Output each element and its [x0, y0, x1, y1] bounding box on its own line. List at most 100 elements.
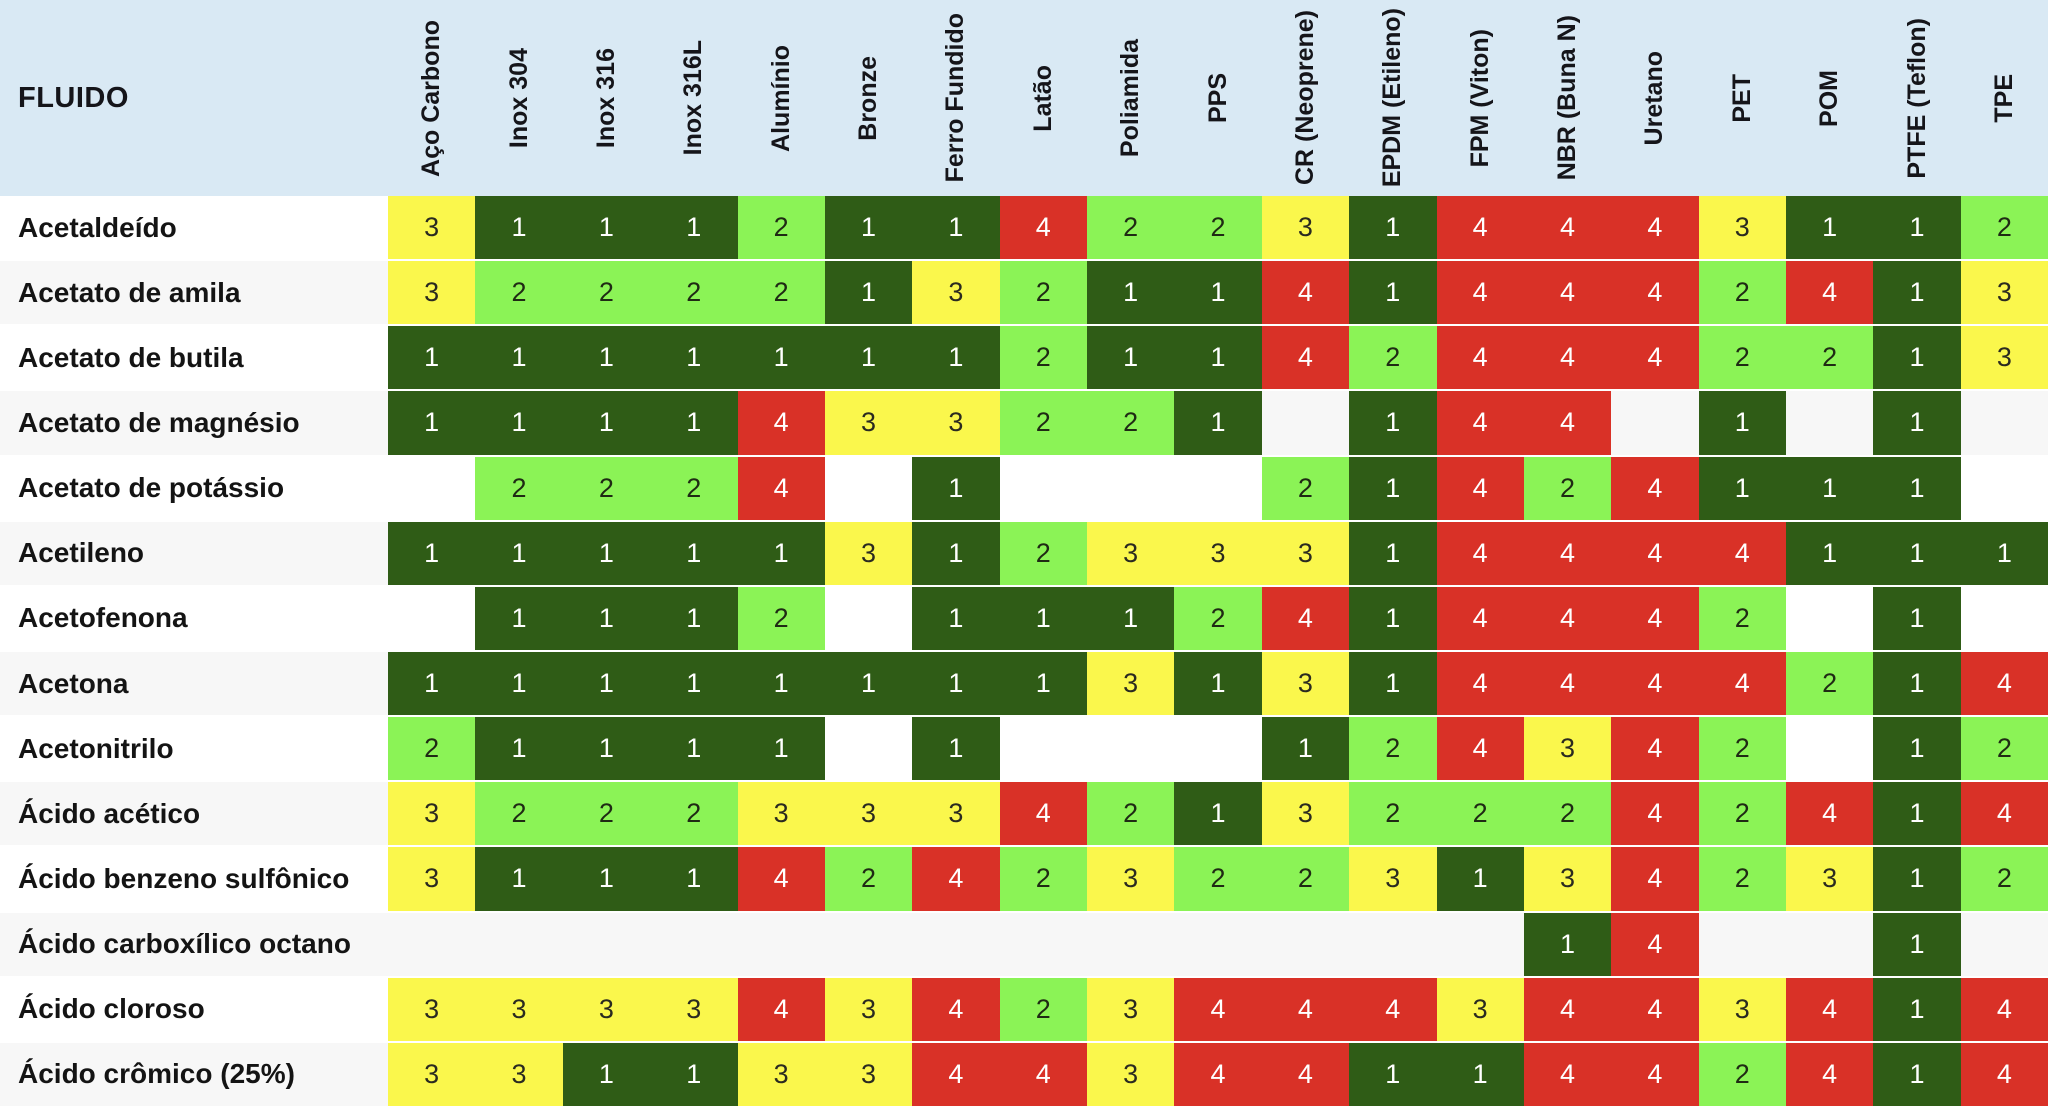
compatibility-cell: 3 [1261, 521, 1350, 585]
compatibility-cell: 1 [1436, 1042, 1524, 1106]
compatibility-cell [1087, 717, 1174, 780]
compatibility-cell: 1 [912, 196, 1000, 260]
compatibility-cell: 2 [388, 717, 476, 781]
compatibility-cell: 4 [1960, 977, 2048, 1041]
compatibility-cell: 1 [1174, 391, 1262, 455]
compatibility-cell: 1 [562, 1042, 651, 1106]
compatibility-cell [1786, 717, 1873, 780]
compatibility-cell: 2 [1261, 847, 1350, 911]
compatibility-cell: 2 [999, 977, 1087, 1041]
compatibility-cell: 2 [737, 261, 825, 325]
compatibility-cell: 3 [1261, 782, 1350, 846]
compatibility-cell [388, 457, 475, 520]
compatibility-cell: 2 [1349, 782, 1437, 846]
compatibility-cell: 4 [1523, 521, 1612, 585]
compatibility-cell: 1 [388, 521, 476, 585]
compatibility-cell: 2 [999, 326, 1087, 390]
compatibility-cell: 1 [912, 456, 1000, 520]
compatibility-cell [738, 913, 825, 976]
compatibility-cell: 4 [737, 391, 825, 455]
compatibility-cell: 3 [1087, 521, 1175, 585]
compatibility-cell: 3 [1174, 521, 1262, 585]
table-row: Ácido carboxílico octano 1 4 1 [0, 912, 2048, 978]
compatibility-cell: 4 [1786, 977, 1874, 1041]
compatibility-cell: 2 [1174, 586, 1262, 650]
compatibility-cell: 1 [737, 326, 825, 390]
column-header-label: TPE [1989, 73, 2018, 123]
compatibility-cell: 3 [1087, 651, 1175, 716]
column-header-label: Bronze [854, 55, 883, 141]
compatibility-cell [825, 717, 912, 780]
compatibility-cell: 1 [562, 651, 651, 716]
compatibility-cell: 1 [475, 326, 563, 390]
compatibility-cell: 4 [1523, 1042, 1612, 1106]
compatibility-cell: 4 [737, 456, 825, 520]
compatibility-cell [1262, 391, 1349, 454]
compatibility-cell: 3 [388, 196, 476, 260]
column-header-label: Inox 316L [679, 40, 708, 156]
compatibility-cell: 1 [475, 651, 563, 716]
compatibility-cell: 2 [1698, 586, 1786, 650]
compatibility-cell: 1 [737, 521, 825, 585]
compatibility-cell: 4 [1611, 912, 1699, 976]
compatibility-cell: 1 [999, 586, 1087, 650]
compatibility-cell: 3 [388, 261, 476, 325]
compatibility-cell: 4 [1523, 326, 1612, 390]
column-header: Inox 304 [475, 0, 562, 196]
compatibility-cell: 4 [1261, 1042, 1350, 1106]
compatibility-cell: 1 [1174, 782, 1262, 846]
compatibility-cell: 4 [1960, 651, 2048, 716]
compatibility-cell: 2 [1698, 326, 1786, 390]
table-row: Acetofenona 1 1 1 2 1 1 1 2 4 1 4 4 4 2 1 [0, 586, 2048, 652]
column-header-label: Inox 304 [504, 47, 533, 149]
compatibility-cell: 1 [737, 651, 825, 716]
fluid-label: Acetona [18, 667, 129, 699]
compatibility-cell: 1 [650, 717, 738, 781]
compatibility-cell: 2 [1087, 391, 1175, 455]
compatibility-cell: 4 [1436, 521, 1524, 585]
column-header-label: FPM (Viton) [1465, 28, 1494, 168]
table-row: Acetileno 1 1 1 1 1 3 1 2 3 3 3 1 4 4 4 4 1 1 1 [0, 521, 2048, 587]
compatibility-cell: 4 [1523, 977, 1612, 1041]
compatibility-cell: 1 [562, 847, 651, 911]
compatibility-cell: 4 [912, 847, 1000, 911]
compatibility-cell: 3 [1087, 1042, 1175, 1106]
table-row: Acetaldeído 3 1 1 1 2 1 1 4 2 2 3 1 4 4 4 3 1 1 2 [0, 196, 2048, 262]
compatibility-cell: 4 [1174, 1042, 1262, 1106]
compatibility-cell: 1 [824, 196, 913, 260]
compatibility-cell: 4 [1611, 651, 1699, 716]
compatibility-cell: 4 [1261, 326, 1350, 390]
compatibility-cell: 1 [1349, 196, 1437, 260]
compatibility-cell: 1 [650, 521, 738, 585]
compatibility-cell [1961, 587, 2048, 650]
column-header: PTFE (Teflon) [1873, 0, 1960, 196]
compatibility-cell: 2 [475, 261, 563, 325]
compatibility-cell: 1 [999, 651, 1087, 716]
fluid-label: Ácido cloroso [18, 993, 205, 1025]
compatibility-cell: 2 [650, 261, 738, 325]
compatibility-cell: 3 [388, 1042, 476, 1106]
compatibility-cell: 3 [824, 782, 913, 846]
compatibility-cell [1262, 913, 1349, 976]
compatibility-cell: 1 [912, 586, 1000, 650]
column-header: PPS [1174, 0, 1261, 196]
compatibility-cell: 1 [912, 717, 1000, 781]
compatibility-cell: 4 [1786, 1042, 1874, 1106]
compatibility-cell: 4 [1611, 586, 1699, 650]
compatibility-cell: 3 [1349, 847, 1437, 911]
compatibility-cell: 1 [1349, 261, 1437, 325]
compatibility-cell: 4 [1523, 651, 1612, 716]
column-header: Uretano [1611, 0, 1698, 196]
table-row: Ácido cloroso 3 3 3 3 4 3 4 2 3 4 4 4 3 4 4 3 4 1 4 [0, 977, 2048, 1043]
compatibility-cell: 2 [1349, 717, 1437, 781]
compatibility-cell: 1 [388, 651, 476, 716]
fluid-label: Acetato de magnésio [18, 406, 300, 438]
compatibility-cell: 1 [1436, 847, 1524, 911]
table-row: Ácido crômico (25%) 3 3 1 1 3 3 4 4 3 4 4 1 1 4 4 2 4 1 4 [0, 1042, 2048, 1108]
compatibility-cell: 1 [1960, 521, 2048, 585]
compatibility-cell: 4 [999, 782, 1087, 846]
